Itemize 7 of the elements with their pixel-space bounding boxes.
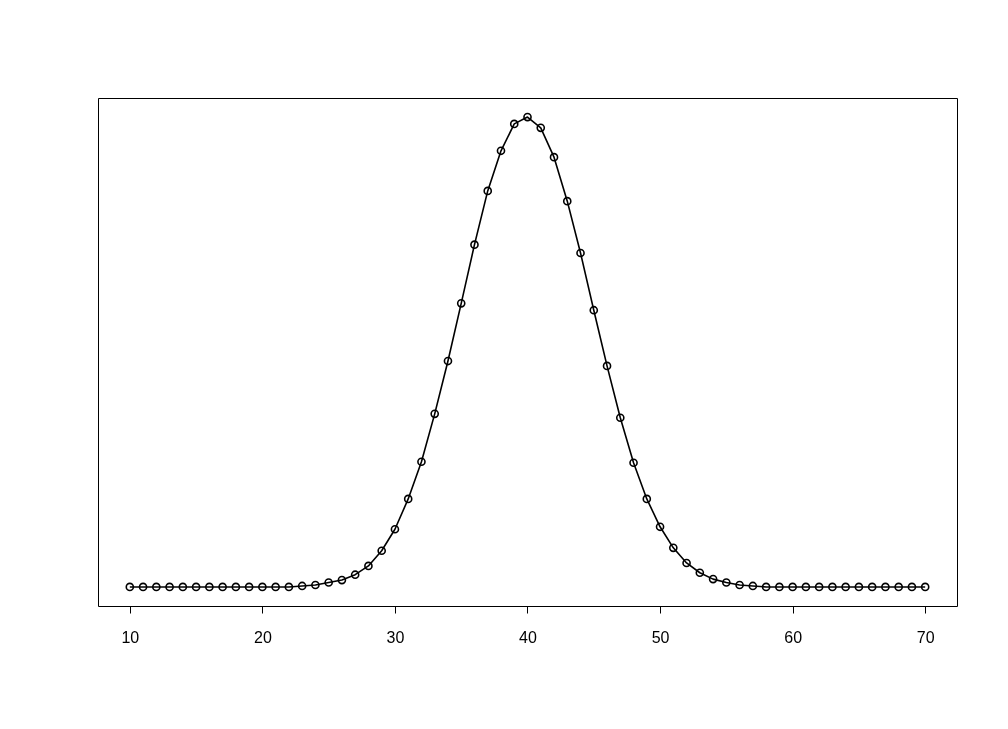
x-tick-label: 10 (121, 628, 140, 646)
x-tick-label: 30 (386, 628, 405, 646)
x-tick-label: 20 (253, 628, 272, 646)
x-tick-label: 70 (916, 628, 935, 646)
x-tick-label: 50 (651, 628, 670, 646)
x-tick-label: 40 (519, 628, 537, 646)
x-tick-label: 60 (784, 628, 803, 646)
